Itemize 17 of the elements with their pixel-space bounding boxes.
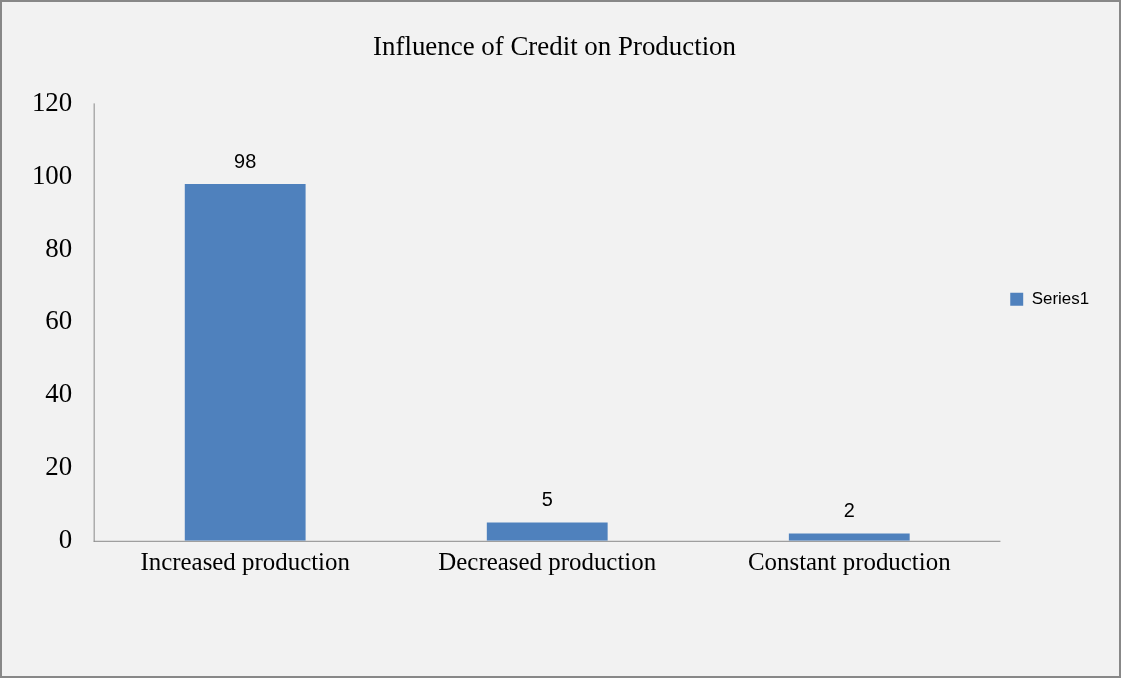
- y-tick-label: 100: [31, 159, 73, 190]
- x-tick-label: Constant production: [747, 548, 952, 576]
- y-tick-label: 0: [58, 523, 73, 554]
- y-tick-label: 80: [45, 232, 73, 263]
- y-tick-label: 20: [45, 451, 73, 482]
- data-label: 2: [843, 499, 855, 522]
- x-tick-label: Increased production: [140, 548, 351, 576]
- y-tick-label: 60: [45, 305, 73, 336]
- data-label: 5: [541, 488, 553, 511]
- x-tick-label: Decreased production: [438, 548, 657, 576]
- legend-label: Series1: [1031, 288, 1090, 308]
- bar: [486, 522, 608, 541]
- bar: [184, 183, 306, 541]
- data-label: 98: [234, 149, 257, 172]
- y-tick-label: 120: [31, 86, 73, 117]
- chart-title: Influence of Credit on Production: [373, 31, 737, 61]
- y-tick-label: 40: [45, 378, 73, 409]
